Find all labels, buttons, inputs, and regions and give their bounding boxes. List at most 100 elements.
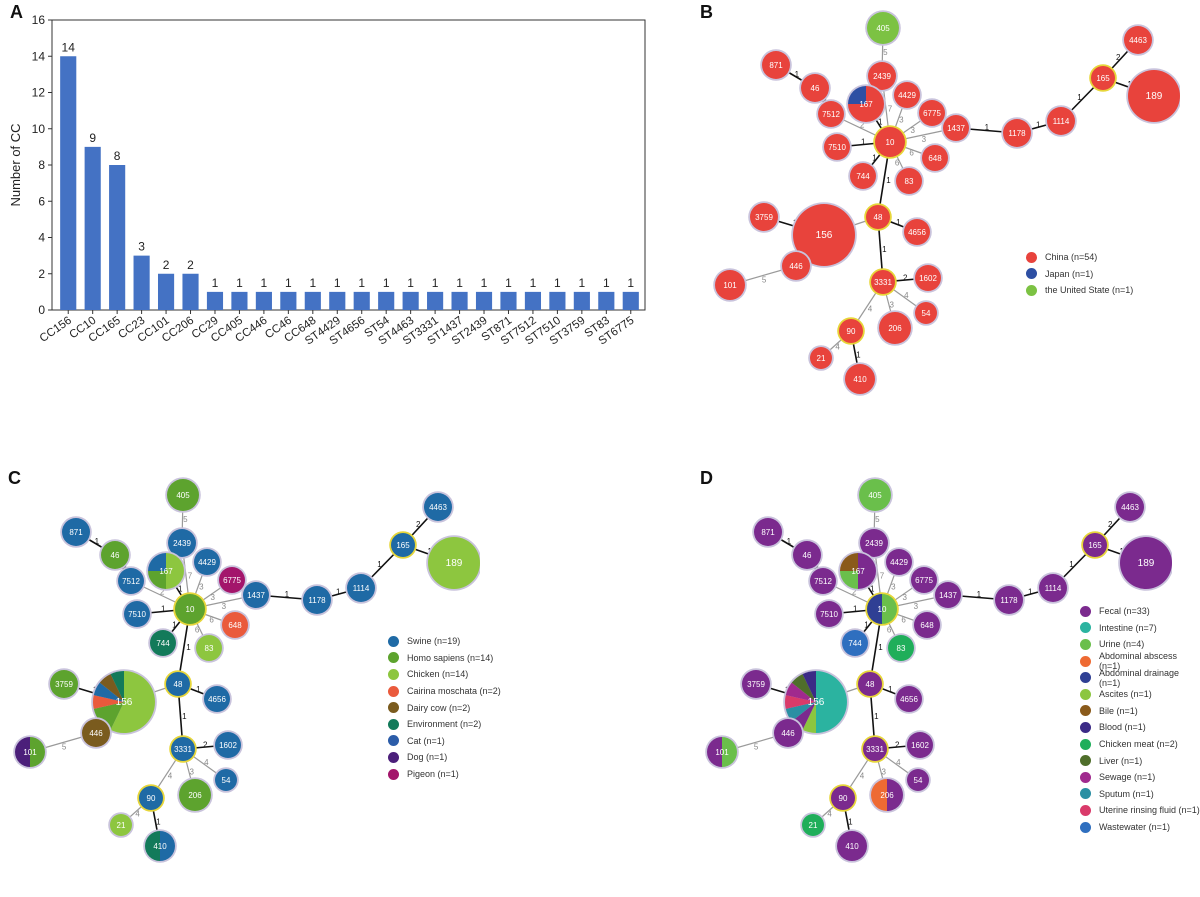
slice-china (845, 364, 875, 394)
edge-label: 7 (888, 105, 893, 114)
bar-value-label: 8 (114, 149, 121, 163)
node-7512: 7512 (816, 99, 846, 129)
node-label: 90 (147, 794, 156, 803)
bar-value-label: 3 (138, 240, 145, 254)
bar-CC156 (60, 56, 77, 310)
node-48: 48 (856, 670, 884, 698)
bar-CC165 (109, 165, 126, 310)
bar-value-label: 1 (334, 276, 341, 290)
node-label: 1114 (1045, 584, 1062, 593)
legend-item-pigeon: Pigeon (n=1) (388, 766, 501, 783)
edge-label: 3 (922, 135, 927, 144)
bar-ST83 (598, 291, 615, 310)
node-156: 156 (791, 202, 857, 268)
edge-label: 3 (903, 593, 908, 602)
slice-china (1091, 66, 1115, 90)
edge-label: 4 (135, 809, 140, 818)
network-d: 5122173331661111211511151243441405446387… (705, 477, 1172, 863)
node-7510: 7510 (122, 599, 152, 629)
node-46: 46 (799, 72, 831, 104)
slice-swine (93, 682, 124, 702)
slice-chicken (428, 537, 480, 589)
node-648: 648 (220, 610, 250, 640)
node-label: 4429 (890, 558, 908, 567)
legend-item-cat: Cat (n=1) (388, 733, 501, 750)
node-4463: 4463 (422, 491, 454, 523)
edge-label: 1 (196, 685, 201, 694)
slice-dog (15, 737, 30, 767)
node-label: 3331 (174, 745, 192, 754)
node-189: 189 (1118, 535, 1172, 591)
slice-sewage (785, 682, 816, 702)
y-tick-label: 16 (32, 13, 46, 27)
legend-swatch (1080, 804, 1091, 816)
bar-ST7510 (549, 291, 566, 310)
node-4656: 4656 (894, 684, 924, 714)
bar-CC23 (133, 255, 150, 310)
slice-swine (139, 786, 163, 810)
legend-swatch (1080, 622, 1091, 634)
legend-label: Pigeon (n=1) (407, 769, 459, 780)
node-83: 83 (894, 166, 924, 196)
slice-fecal (858, 672, 882, 696)
node-165: 165 (389, 531, 417, 559)
legend-item-cairina: Cairina moschata (n=2) (388, 683, 501, 700)
slice-urine (840, 571, 858, 589)
network-c: 5122173331661111211511151243441405446387… (13, 477, 480, 863)
bar-value-label: 1 (456, 276, 463, 290)
node-label: 165 (1088, 541, 1102, 550)
y-tick-label: 8 (38, 158, 45, 172)
legend-swatch (1080, 605, 1091, 617)
legend-item-intestine: Intestine (n=7) (1080, 620, 1200, 637)
slice-fecal (1120, 537, 1172, 589)
slice-swine (118, 568, 144, 594)
bar-value-label: 1 (285, 276, 292, 290)
legend-item-ascites: Ascites (n=1) (1080, 686, 1200, 703)
bar-value-label: 1 (530, 276, 537, 290)
edge-label: 1 (896, 218, 901, 227)
node-label: 648 (920, 621, 934, 630)
node-7512: 7512 (808, 566, 838, 596)
legend-swatch (1080, 755, 1091, 767)
legend-label: Dairy cow (n=2) (407, 702, 471, 713)
node-83: 83 (886, 633, 916, 663)
legend-label: Liver (n=1) (1099, 755, 1143, 766)
node-871: 871 (60, 516, 92, 548)
edge-label: 6 (209, 616, 214, 625)
edge-label: 1 (1036, 120, 1041, 129)
slice-homo (175, 594, 205, 624)
slice-cairina (93, 695, 124, 709)
bar-CC405 (231, 291, 248, 310)
edge-label: 1 (853, 604, 858, 613)
node-label: 4463 (1129, 36, 1147, 45)
node-1602: 1602 (213, 730, 243, 760)
node-7512: 7512 (116, 566, 146, 596)
edge-label: 6 (887, 626, 892, 635)
node-206: 206 (877, 310, 913, 346)
y-axis-title: Number of CC (8, 123, 23, 206)
node-label: 156 (816, 230, 833, 241)
node-6775: 6775 (917, 98, 947, 128)
legend-label: Abdominal abscess (n=1) (1099, 651, 1178, 672)
node-405: 405 (865, 10, 901, 46)
legend-swatch (1080, 721, 1091, 733)
node-167: 167 (146, 551, 186, 591)
edge-label: 1 (977, 590, 982, 599)
legend-label: Japan (n=1) (1045, 268, 1094, 279)
y-tick-label: 2 (38, 267, 45, 281)
node-410: 410 (143, 829, 177, 863)
edge-label: 6 (895, 159, 900, 168)
edge-label: 5 (183, 515, 188, 524)
node-21: 21 (808, 345, 834, 371)
legend-label: Sewage (n=1) (1099, 772, 1156, 783)
slice-chicken (196, 635, 222, 661)
bar-value-label: 1 (603, 276, 610, 290)
node-label: 101 (723, 281, 737, 290)
node-label: 405 (868, 491, 882, 500)
legend-item-chicken: Chicken (n=14) (388, 666, 501, 683)
slice-china (871, 270, 895, 294)
node-1178: 1178 (1001, 117, 1033, 149)
node-label: 46 (803, 551, 812, 560)
bar-CC29 (206, 291, 224, 310)
bar-value-label: 9 (89, 131, 96, 145)
